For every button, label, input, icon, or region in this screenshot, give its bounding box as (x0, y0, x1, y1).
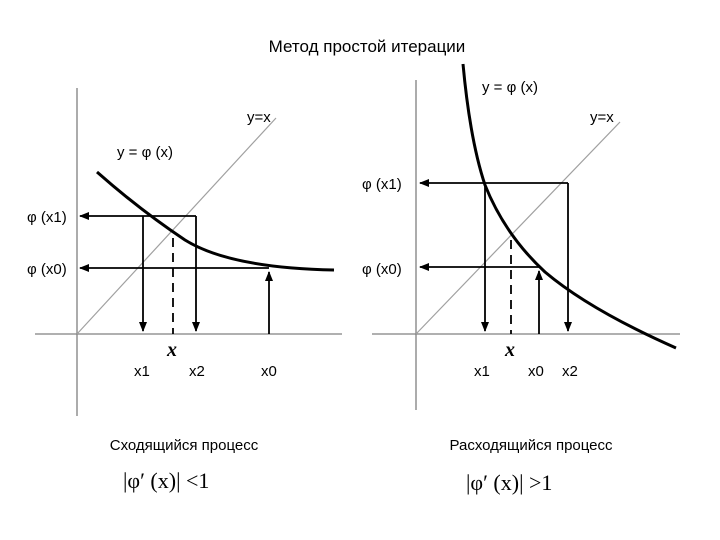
right-phi-curve (461, 63, 677, 350)
left-condition: |φ′ (x)| <1 (123, 468, 209, 493)
left-x2-label: x2 (189, 363, 205, 380)
right-caption: Расходящийся процесс (449, 437, 613, 454)
right-curve-label: y = φ (x) (482, 79, 538, 96)
right-x1-label: x1 (474, 363, 490, 380)
right-phi-x1-label: φ (x1) (362, 176, 402, 193)
right-x0-label: x0 (528, 363, 544, 380)
left-phi-curve (96, 170, 335, 272)
right-root-label: x (504, 339, 515, 361)
left-curve-label: y = φ (x) (117, 144, 173, 161)
right-diagonal-label: y=x (590, 109, 614, 126)
right-panel: y = φ (x) y=x φ (x1) φ (x0) x x1 x0 x2 Р… (362, 63, 680, 495)
left-panel: y = φ (x) y=x φ (x1) φ (x0) x x1 x2 x0 С… (27, 88, 342, 493)
right-phi-x0-label: φ (x0) (362, 261, 402, 278)
left-root-label: x (166, 339, 177, 361)
left-diagonal-line (76, 117, 277, 335)
left-x0-label: x0 (261, 363, 277, 380)
right-condition: |φ′ (x)| >1 (466, 470, 552, 495)
right-diagonal-line (415, 121, 621, 335)
left-phi-x0-label: φ (x0) (27, 261, 67, 278)
right-x2-label: x2 (562, 363, 578, 380)
diagram-title: Метод простой итерации (269, 37, 466, 56)
left-diagonal-label: y=x (247, 109, 271, 126)
left-phi-x1-label: φ (x1) (27, 209, 67, 226)
left-x1-label: x1 (134, 363, 150, 380)
left-caption: Сходящийся процесс (110, 437, 259, 454)
